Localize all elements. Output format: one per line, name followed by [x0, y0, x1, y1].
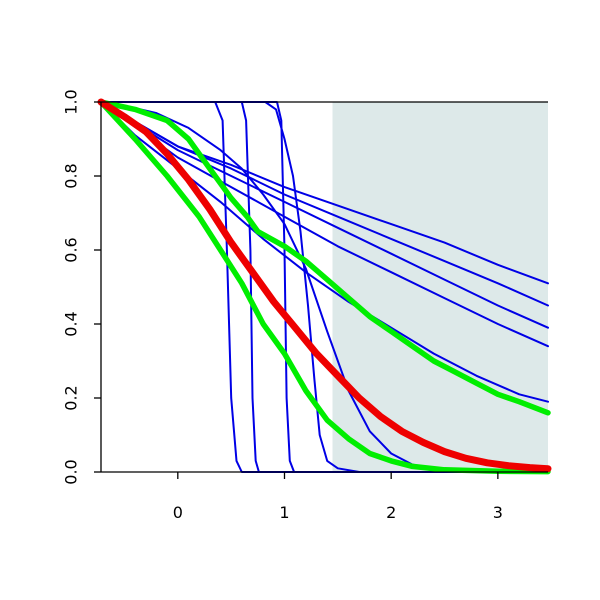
axes-layer: 0 1 2 3 0.0 0.2 0.4 0.6 0.8 1.0 [62, 89, 548, 522]
series-line-9 [100, 101, 549, 307]
y-tick-label: 0.8 [62, 163, 81, 188]
y-tick-label: 0.2 [62, 385, 81, 410]
series-line-3 [100, 101, 549, 473]
series-line-12 [98, 99, 551, 416]
series-line-8 [100, 101, 549, 329]
y-tick-label: 0.0 [62, 459, 81, 484]
shaded-region-layer [332, 102, 548, 472]
series-line-7 [100, 101, 549, 348]
series-line-11 [98, 99, 551, 475]
x-tick-label: 3 [493, 503, 503, 522]
series-line-5 [100, 101, 549, 473]
series-line-2 [100, 101, 549, 473]
x-tick-label: 1 [279, 503, 289, 522]
y-tick-label: 0.6 [62, 237, 81, 262]
x-tick-label: 0 [173, 503, 183, 522]
x-tick-label: 2 [386, 503, 396, 522]
series-line-13 [97, 98, 552, 473]
shaded-region [332, 102, 548, 472]
y-tick-label: 1.0 [62, 89, 81, 114]
y-tick-label: 0.4 [62, 311, 81, 336]
series-line-1 [100, 101, 549, 473]
series-line-4 [100, 101, 549, 473]
series-layer [97, 98, 552, 475]
